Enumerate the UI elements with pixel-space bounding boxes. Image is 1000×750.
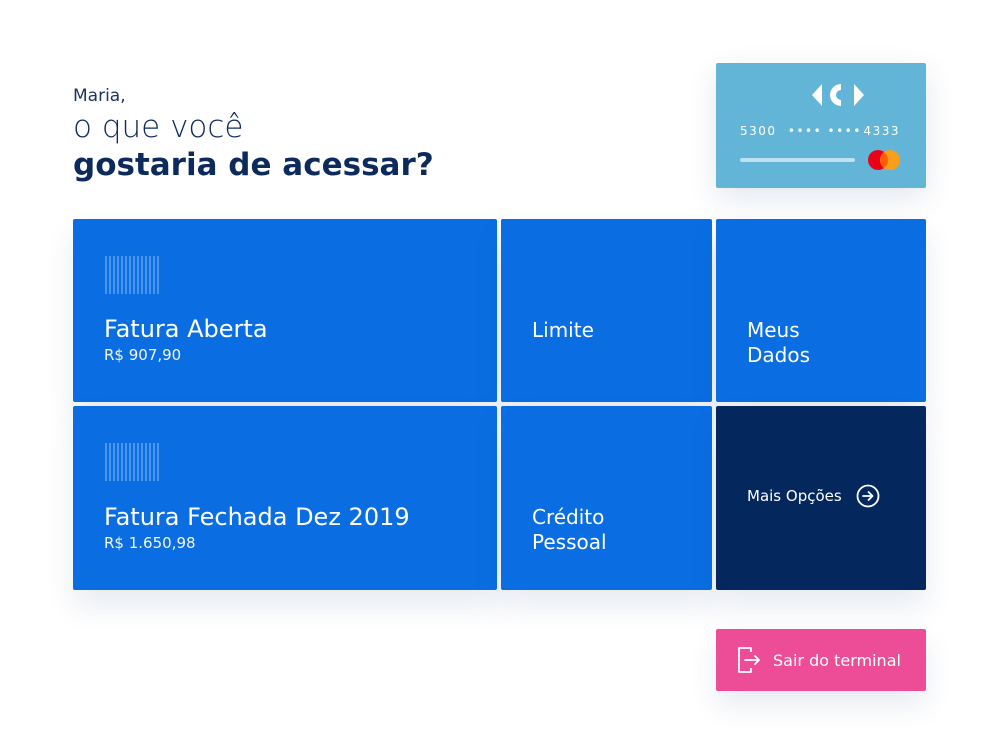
- greeting-name: Maria,: [73, 86, 126, 106]
- tile-title: Fatura Aberta: [104, 315, 268, 343]
- mais-opcoes-label: Mais Opções: [747, 487, 842, 505]
- card-stripe: [740, 158, 855, 162]
- card-number-prefix: 5300: [740, 124, 777, 138]
- exit-terminal-button[interactable]: Sair do terminal: [716, 629, 926, 691]
- tile-title: Fatura Fechada Dez 2019: [104, 503, 410, 531]
- barcode-icon: [105, 443, 159, 481]
- tile-amount: R$ 1.650,98: [104, 534, 196, 552]
- tile-label-line1: Crédito: [532, 505, 605, 529]
- credit-card: 5300 •••• •••• 4333: [716, 63, 926, 188]
- carrefour-logo: [812, 84, 864, 106]
- exit-label: Sair do terminal: [773, 650, 901, 670]
- tile-fatura-fechada[interactable]: Fatura Fechada Dez 2019 R$ 1.650,98: [73, 406, 497, 590]
- tile-mais-opcoes[interactable]: Mais Opções: [716, 406, 926, 590]
- tile-fatura-aberta[interactable]: Fatura Aberta R$ 907,90: [73, 219, 497, 402]
- mais-opcoes-row: Mais Opções: [747, 484, 880, 508]
- tile-meus-dados[interactable]: Meus Dados: [716, 219, 926, 402]
- tile-limite[interactable]: Limite: [501, 219, 712, 402]
- barcode-icon: [105, 256, 159, 294]
- tile-label-line1: Meus: [747, 318, 800, 342]
- mastercard-icon: [868, 150, 900, 170]
- card-number-masked: •••• ••••: [787, 124, 862, 138]
- tile-label-line2: Pessoal: [532, 530, 607, 554]
- card-number: 5300 •••• •••• 4333: [740, 124, 920, 138]
- greeting-question-line1: o que você: [73, 109, 244, 145]
- greeting-question-line2: gostaria de acessar?: [73, 147, 434, 183]
- card-number-suffix: 4333: [863, 124, 900, 138]
- arrow-right-circle-icon: [856, 484, 880, 508]
- tile-label-line2: Dados: [747, 343, 811, 367]
- tile-amount: R$ 907,90: [104, 346, 182, 364]
- tile-label: Limite: [532, 318, 594, 342]
- greeting: Maria, o que você gostaria de acessar?: [73, 86, 434, 184]
- tile-credito-pessoal[interactable]: Crédito Pessoal: [501, 406, 712, 590]
- exit-icon: [738, 647, 760, 673]
